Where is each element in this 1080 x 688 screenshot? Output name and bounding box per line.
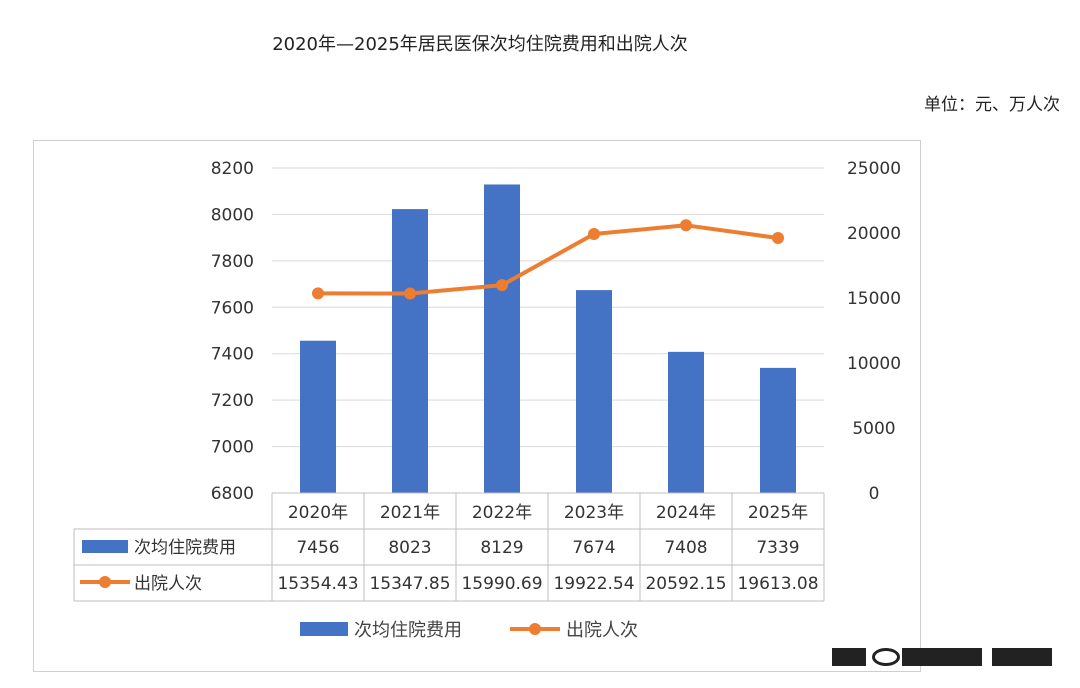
table-cell: 15990.69 bbox=[461, 574, 542, 594]
legend-bar-label: 次均住院费用 bbox=[354, 620, 462, 641]
x-category-label: 2023年 bbox=[564, 503, 624, 523]
line-point bbox=[312, 287, 324, 300]
table-cell: 15347.85 bbox=[369, 574, 450, 594]
bar bbox=[300, 340, 336, 493]
x-category-label: 2025年 bbox=[748, 503, 808, 523]
y-left-tick-label: 7200 bbox=[211, 391, 254, 411]
line-point bbox=[404, 287, 416, 300]
table-cell: 15354.43 bbox=[277, 574, 358, 594]
bar bbox=[668, 351, 704, 493]
legend-line-label: 出院人次 bbox=[566, 620, 638, 641]
table-cell: 19613.08 bbox=[737, 574, 818, 594]
unit-label: 单位：元、万人次 bbox=[924, 95, 1060, 115]
y-left-tick-label: 7400 bbox=[211, 345, 254, 365]
chart-title: 2020年—2025年居民医保次均住院费用和出院人次 bbox=[272, 34, 688, 55]
y-right-tick-label: 15000 bbox=[847, 289, 901, 309]
table-cell: 7408 bbox=[664, 538, 707, 558]
y-left-tick-label: 8200 bbox=[211, 159, 254, 179]
y-right-tick-label: 20000 bbox=[847, 224, 901, 244]
table-legend-bar-key bbox=[82, 540, 128, 553]
legend-line-marker bbox=[529, 623, 541, 635]
line-point bbox=[772, 232, 784, 245]
y-right-tick-label: 5000 bbox=[852, 419, 895, 439]
line-point bbox=[588, 228, 600, 241]
legend-bar-swatch bbox=[300, 622, 348, 636]
bar bbox=[760, 367, 796, 493]
y-right-tick-label: 0 bbox=[869, 484, 880, 504]
y-left-tick-label: 7000 bbox=[211, 438, 254, 458]
x-category-label: 2021年 bbox=[380, 503, 440, 523]
y-left-tick-label: 7600 bbox=[211, 298, 254, 318]
x-category-label: 2024年 bbox=[656, 503, 716, 523]
table-legend-line-marker bbox=[99, 576, 111, 588]
bar bbox=[484, 184, 520, 493]
bar bbox=[392, 209, 428, 493]
watermark-logo bbox=[832, 644, 1062, 670]
y-left-tick-label: 6800 bbox=[211, 484, 254, 504]
table-cell: 8129 bbox=[480, 538, 523, 558]
chart-frame bbox=[33, 140, 921, 672]
line-series-path bbox=[317, 223, 779, 296]
bar bbox=[576, 290, 612, 493]
table-row-header: 次均住院费用 bbox=[134, 538, 236, 558]
table-cell: 7456 bbox=[296, 538, 339, 558]
table-cell: 19922.54 bbox=[553, 574, 634, 594]
line-point bbox=[496, 279, 508, 292]
table-row-header: 出院人次 bbox=[134, 574, 202, 594]
x-category-label: 2020年 bbox=[288, 503, 348, 523]
x-category-label: 2022年 bbox=[472, 503, 532, 523]
y-left-tick-label: 8000 bbox=[211, 205, 254, 225]
table-cell: 20592.15 bbox=[645, 574, 726, 594]
y-right-tick-label: 25000 bbox=[847, 159, 901, 179]
table-cell: 8023 bbox=[388, 538, 431, 558]
y-left-tick-label: 7800 bbox=[211, 252, 254, 272]
table-cell: 7339 bbox=[756, 538, 799, 558]
line-point bbox=[680, 219, 692, 232]
y-right-tick-label: 10000 bbox=[847, 354, 901, 374]
table-cell: 7674 bbox=[572, 538, 615, 558]
